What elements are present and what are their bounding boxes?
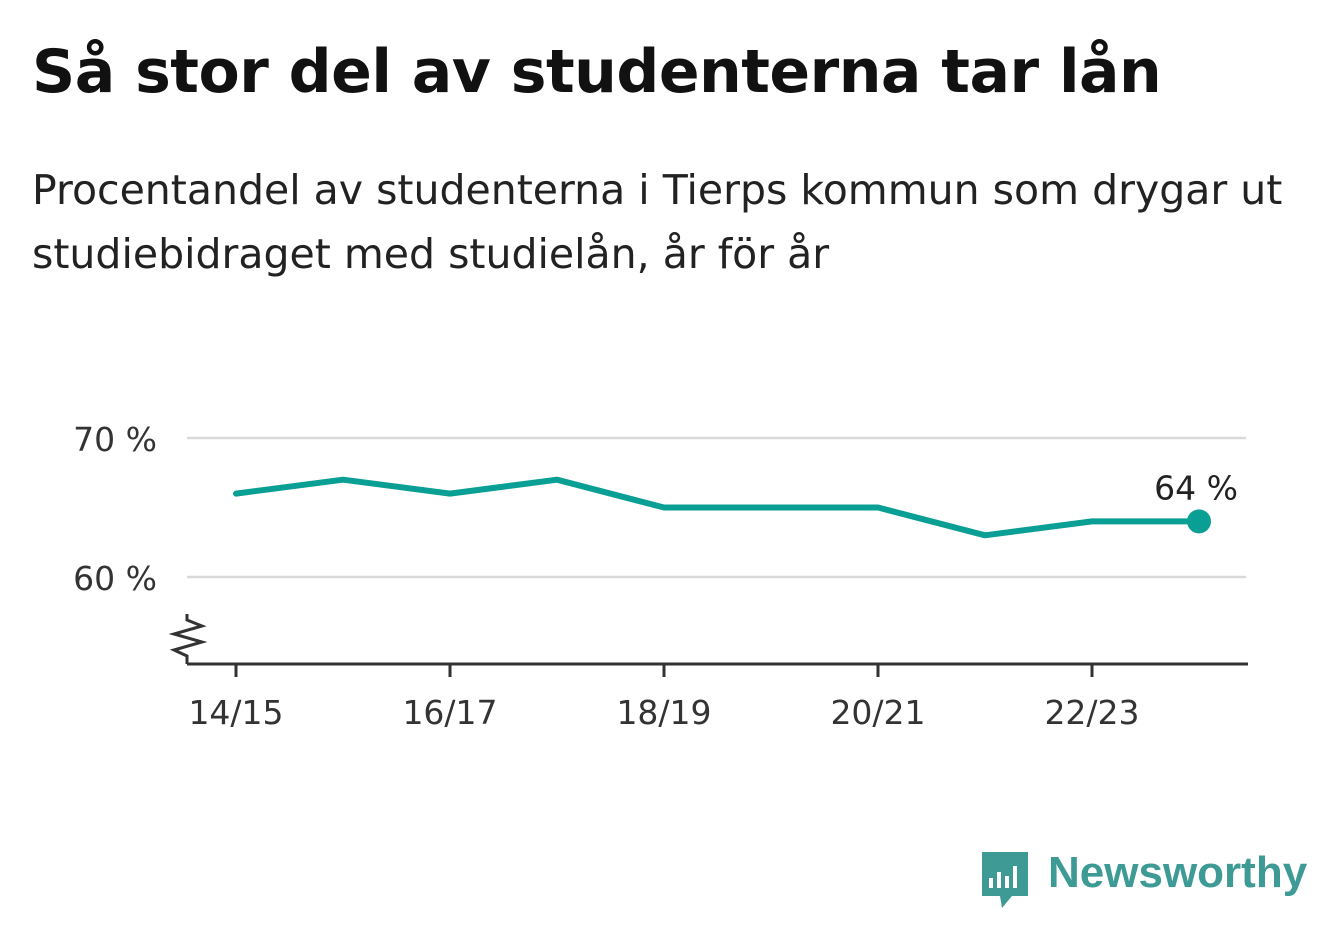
newsworthy-bar-chart-icon <box>982 852 1028 908</box>
y-tick-labels: 60 % 70 % <box>73 420 157 598</box>
x-tick-labels: 14/15 16/17 18/19 20/21 22/23 <box>188 693 1139 732</box>
data-series: 64 % <box>233 468 1238 539</box>
series-line <box>233 476 1202 539</box>
chart-title: Så stor del av studenterna tar lån <box>32 37 1162 107</box>
axis-break-icon <box>168 614 208 664</box>
x-tick-label: 20/21 <box>830 693 925 732</box>
brand-name: Newsworthy <box>1048 848 1308 897</box>
brand-logo: Newsworthy <box>980 848 1307 912</box>
x-tick-label: 14/15 <box>188 693 283 732</box>
x-tick-label: 22/23 <box>1044 693 1139 732</box>
x-axis <box>187 662 1248 677</box>
x-tick-label: 16/17 <box>402 693 497 732</box>
y-tick-label: 60 % <box>73 559 157 598</box>
last-point-marker <box>1187 509 1211 534</box>
y-gridlines <box>187 436 1246 579</box>
last-value-label: 64 % <box>1154 468 1238 507</box>
axis-break-zigzag <box>168 614 208 664</box>
y-tick-label: 70 % <box>73 420 157 459</box>
chart-subtitle: Procentandel av studenterna i Tierps kom… <box>32 166 1283 278</box>
x-tick-label: 18/19 <box>616 693 711 732</box>
